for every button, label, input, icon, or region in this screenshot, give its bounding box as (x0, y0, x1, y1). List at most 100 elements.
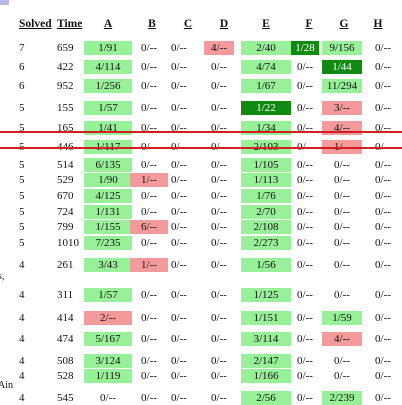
problem-h-result: 0/-- (375, 392, 391, 404)
table-row: 4 474 5/167 0/-- 0/-- 0/-- 3/114 0/-- 4/-- 0/-- (0, 332, 402, 346)
penalty-time: 311 (57, 289, 74, 301)
problem-d-result: 0/-- (211, 333, 227, 345)
problem-g-result: 4/-- (322, 332, 362, 346)
penalty-time: 446 (57, 141, 74, 153)
solved-count: 5 (19, 174, 25, 186)
solved-count: 5 (19, 122, 25, 134)
problem-g-result: 0/-- (334, 355, 350, 367)
problem-g-result: 0/-- (334, 221, 350, 233)
problem-g-result: 1/-- (322, 140, 362, 154)
problem-b-result: 0/-- (141, 159, 157, 171)
solved-count: 7 (19, 42, 25, 54)
team-name-fragment: Ain (0, 380, 13, 391)
problem-f-result: 0/-- (297, 190, 313, 202)
problem-a-result: 0/-- (100, 392, 116, 404)
problem-a-result: 1/57 (84, 101, 132, 115)
problem-f-result: 1/28 (291, 41, 319, 55)
problem-g-result: 9/156 (322, 41, 362, 55)
problem-b-result: 0/-- (141, 190, 157, 202)
header-problem-c[interactable]: C (183, 18, 193, 30)
problem-c-result: 0/-- (171, 289, 187, 301)
header-problem-g[interactable]: G (339, 18, 349, 30)
problem-e-result: 2/108 (241, 220, 291, 234)
solved-count: 4 (19, 289, 25, 301)
problem-a-result: 1/41 (84, 121, 132, 135)
penalty-time: 952 (57, 80, 74, 92)
solved-count: 4 (19, 312, 25, 324)
header-problem-a[interactable]: A (103, 18, 113, 30)
penalty-time: 545 (57, 392, 74, 404)
problem-c-result: 0/-- (171, 190, 187, 202)
problem-g-result: 0/-- (334, 237, 350, 249)
problem-g-result: 1/44 (322, 60, 362, 74)
problem-e-result: 1/76 (241, 189, 291, 203)
problem-e-result: 2/70 (241, 205, 291, 219)
problem-c-result: 0/-- (171, 141, 187, 153)
scoreboard-header: Solved Time A B C D E F G H (0, 17, 402, 33)
problem-h-result: 0/-- (375, 61, 391, 73)
problem-f-result: 0/-- (297, 61, 313, 73)
problem-b-result: 0/-- (141, 392, 157, 404)
problem-g-result: 0/-- (334, 206, 350, 218)
solved-count: 6 (19, 80, 25, 92)
problem-d-result: 0/-- (211, 259, 227, 271)
problem-e-result: 1/67 (241, 79, 291, 93)
header-problem-e[interactable]: E (262, 18, 270, 30)
problem-a-result: 2/-- (84, 311, 132, 325)
problem-e-result: 1/56 (241, 258, 291, 272)
penalty-time: 529 (57, 174, 74, 186)
problem-b-result: 0/-- (141, 355, 157, 367)
problem-h-result: 0/-- (375, 159, 391, 171)
header-solved[interactable]: Solved (19, 18, 52, 30)
problem-d-result: 0/-- (211, 312, 227, 324)
problem-g-result: 11/294 (322, 79, 362, 93)
problem-a-result: 7/235 (84, 236, 132, 250)
problem-f-result: 0/-- (297, 102, 313, 114)
problem-h-result: 0/-- (375, 221, 391, 233)
problem-g-result: 0/-- (334, 259, 350, 271)
problem-c-result: 0/-- (171, 122, 187, 134)
problem-d-result: 0/-- (211, 355, 227, 367)
penalty-time: 414 (57, 312, 74, 324)
header-time[interactable]: Time (57, 18, 83, 30)
problem-d-result: 0/-- (211, 174, 227, 186)
problem-a-result: 3/43 (84, 258, 132, 272)
problem-a-result: 4/125 (84, 189, 132, 203)
problem-c-result: 0/-- (171, 355, 187, 367)
table-row: 5 529 1/90 1/-- 0/-- 0/-- 1/113 0/-- 0/-- 0/-- (0, 173, 402, 187)
header-problem-h[interactable]: H (373, 18, 383, 30)
problem-b-result: 0/-- (141, 312, 157, 324)
solved-count: 5 (19, 237, 25, 249)
problem-e-result: 2/273 (241, 236, 291, 250)
problem-d-result: 0/-- (211, 289, 227, 301)
table-row: 4 261 3/43 1/-- 0/-- 0/-- 1/56 0/-- 0/-- 0/-- (0, 258, 402, 272)
problem-e-result: 2/147 (241, 354, 291, 368)
header-problem-b[interactable]: B (148, 18, 156, 30)
problem-g-result: 4/-- (322, 121, 362, 135)
problem-a-result: 1/90 (84, 173, 132, 187)
problem-h-result: 0/-- (375, 174, 391, 186)
header-problem-d[interactable]: D (219, 18, 229, 30)
problem-c-result: 0/-- (171, 312, 187, 324)
problem-e-result: 1/125 (241, 288, 291, 302)
problem-h-result: 0/-- (375, 370, 391, 382)
problem-e-result: 1/151 (241, 311, 291, 325)
problem-h-result: 0/-- (375, 102, 391, 114)
problem-b-result: 6/-- (130, 220, 168, 234)
problem-d-result: 0/-- (211, 159, 227, 171)
problem-f-result: 0/-- (297, 392, 313, 404)
header-problem-f[interactable]: F (305, 18, 313, 30)
corner-mark (0, 0, 9, 5)
problem-d-result: 4/-- (204, 41, 234, 55)
problem-d-result: 0/-- (211, 61, 227, 73)
problem-g-result: 2/239 (322, 391, 362, 405)
penalty-time: 155 (57, 102, 74, 114)
problem-c-result: 0/-- (171, 370, 187, 382)
problem-h-result: 0/-- (375, 237, 391, 249)
problem-h-result: 0/-- (375, 333, 391, 345)
problem-a-result: 1/155 (84, 220, 132, 234)
problem-h-result: 0/-- (375, 312, 391, 324)
table-row: 6 952 1/256 0/-- 0/-- 0/-- 1/67 0/-- 11/294 0/-- (0, 79, 402, 93)
problem-f-result: 0/-- (297, 259, 313, 271)
table-row: 5 799 1/155 6/-- 0/-- 0/-- 2/108 0/-- 0/-- 0/-- (0, 220, 402, 234)
